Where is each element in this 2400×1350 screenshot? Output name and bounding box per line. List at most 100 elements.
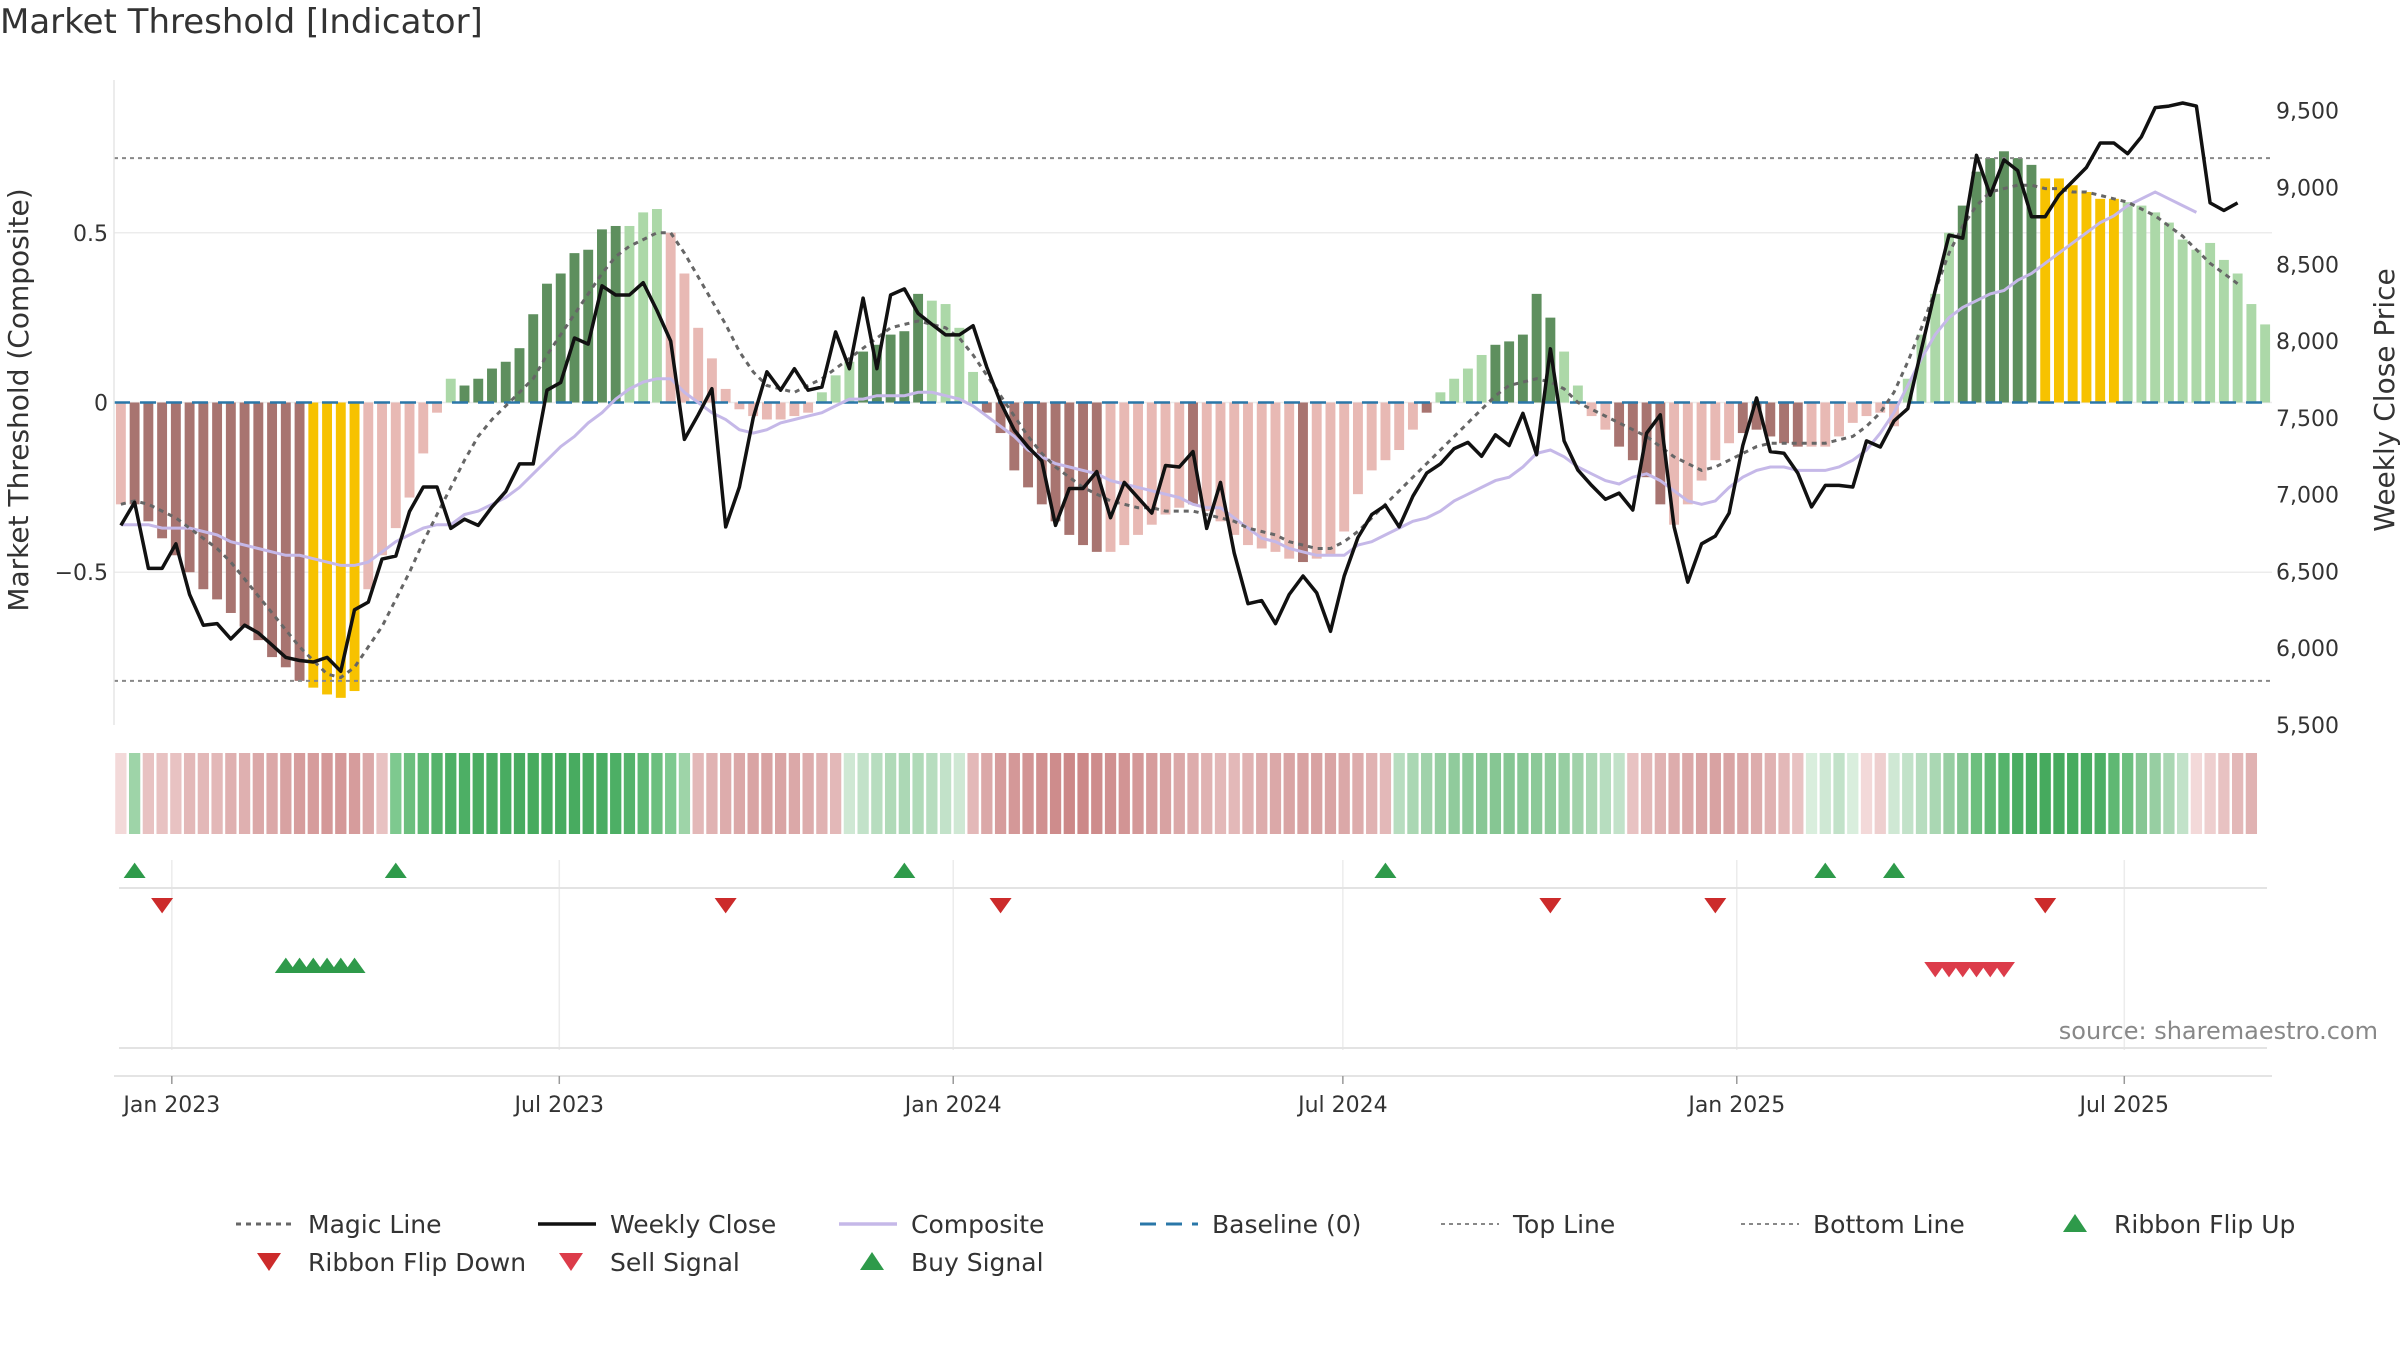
composite-bar: [212, 402, 223, 600]
composite-bar: [1572, 385, 1583, 403]
composite-bar: [157, 402, 168, 539]
legend-label: Ribbon Flip Down: [308, 1248, 526, 1277]
composite-bar: [1352, 402, 1363, 495]
ribbon-cell: [1833, 753, 1845, 834]
ribbon-cell: [871, 753, 883, 834]
ribbon-cell: [610, 753, 622, 834]
composite-bar: [170, 402, 181, 556]
composite-bar: [2218, 259, 2229, 403]
x-tick-label: Jul 2024: [1296, 1093, 1388, 1118]
x-tick-label: Jul 2023: [513, 1093, 605, 1118]
legend-swatch: [860, 1252, 884, 1270]
magic-line: [120, 183, 2239, 680]
ribbon-cell: [582, 753, 594, 834]
ribbon: [115, 753, 2258, 834]
ribbon-cell: [1324, 753, 1337, 834]
ribbon-cell: [1393, 753, 1405, 834]
legend-label: Bottom Line: [1813, 1210, 1965, 1239]
ribbon-cell: [1462, 753, 1474, 834]
ribbon-cell: [912, 753, 924, 834]
composite-bar: [1655, 402, 1666, 505]
legend-label: Weekly Close: [610, 1210, 776, 1239]
ribbon-cell: [362, 753, 374, 834]
composite-bar: [2205, 242, 2216, 403]
ribbon-cell: [733, 753, 746, 834]
ribbon-cell: [445, 753, 457, 834]
ribbon-cell: [156, 753, 168, 834]
ribbon-cell: [1214, 753, 1227, 834]
composite-bar: [1820, 402, 1831, 447]
left-tick-label: 0.5: [73, 222, 108, 247]
ribbon-cell: [390, 753, 402, 834]
composite-bar: [1985, 158, 1996, 403]
ribbon-cell: [720, 753, 732, 834]
composite-bar: [597, 229, 607, 403]
ribbon-cell: [1640, 753, 1653, 834]
ribbon-cell: [884, 753, 897, 834]
composite-bar: [487, 368, 497, 403]
composite-bar: [775, 402, 786, 420]
ribbon-cell: [2067, 753, 2079, 834]
ribbon-flip-up-marker: [384, 862, 407, 878]
ribbon-cell: [596, 753, 608, 834]
ribbon-cell: [280, 753, 292, 834]
ribbon-cell: [1297, 753, 1309, 834]
right-tick-label: 8,500: [2276, 253, 2339, 278]
composite-bar: [1201, 402, 1212, 512]
legend-item: Buy Signal: [860, 1248, 1044, 1277]
ribbon-cell: [1187, 753, 1199, 834]
composite-bar: [1710, 402, 1721, 461]
ribbon-cell: [802, 753, 814, 834]
ribbon-cell: [1585, 753, 1598, 834]
composite-bar: [1298, 402, 1308, 563]
composite-bar: [363, 402, 374, 590]
composite-bar: [473, 378, 484, 403]
ribbon-cell: [1558, 753, 1570, 834]
ribbon-cell: [1503, 753, 1515, 834]
composite-bar: [954, 327, 965, 403]
x-axis: Jan 2023 Jul 2023 Jan 2024 Jul 2024 Jan 2025…: [114, 1075, 2272, 1118]
composite-bar: [2246, 304, 2257, 403]
composite-bar: [2108, 198, 2119, 403]
ribbon-cell: [1201, 753, 1213, 834]
ribbon-cell: [376, 753, 388, 834]
ribbon-cell: [2012, 753, 2024, 834]
ribbon-cell: [1036, 753, 1048, 834]
composite-bar: [1517, 334, 1528, 403]
composite-bar: [2040, 178, 2051, 403]
composite-bar: [1105, 402, 1116, 552]
ribbon-cell: [2245, 753, 2258, 834]
right-tick-label: 8,000: [2276, 330, 2339, 355]
composite-bar: [1875, 402, 1886, 413]
ribbon-cell: [898, 753, 910, 834]
ribbon-cell: [1379, 753, 1392, 834]
composite-bar: [995, 402, 1006, 434]
composite-bar: [1407, 402, 1418, 430]
composite-bar: [1380, 402, 1391, 461]
composite-bar: [651, 209, 662, 403]
ribbon-cell: [1599, 753, 1611, 834]
ribbon-cell: [1489, 753, 1502, 834]
composite-bar: [940, 304, 951, 403]
composite-bar: [1806, 402, 1817, 447]
ribbon-cell: [1627, 753, 1639, 834]
ribbon-cell: [225, 753, 237, 834]
legend-item: Bottom Line: [1741, 1210, 1965, 1239]
composite-bar: [542, 283, 552, 403]
ribbon-cell: [1077, 753, 1089, 834]
composite-bar: [706, 358, 717, 403]
ribbon-cell: [1778, 753, 1790, 834]
ribbon-cell: [857, 753, 869, 834]
composite-bar: [390, 402, 401, 529]
ribbon-cell: [1750, 753, 1763, 834]
composite-bar: [981, 402, 992, 413]
ribbon-cell: [335, 753, 347, 834]
ribbon-cell: [1104, 753, 1117, 834]
composite-bar: [803, 402, 814, 413]
composite-bar: [143, 402, 154, 522]
ribbon-cell: [761, 753, 773, 834]
ribbon-cell: [1682, 753, 1694, 834]
ribbon-cell: [1146, 753, 1158, 834]
ribbon-cell: [1943, 753, 1955, 834]
composite-bar: [459, 385, 470, 403]
